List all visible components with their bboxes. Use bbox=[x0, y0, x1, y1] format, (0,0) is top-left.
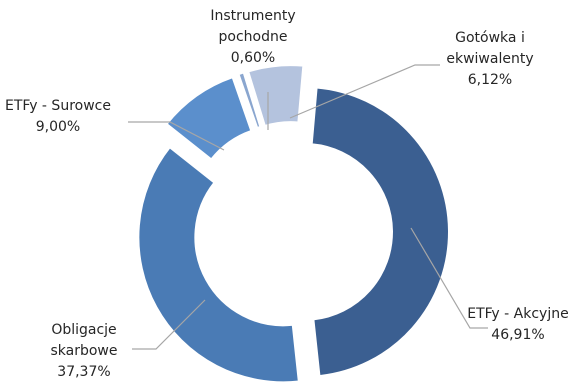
leader-line-2 bbox=[128, 121, 225, 151]
labels-group: ETFy - Akcyjne 46,91% Obligacje skarbowe 37,… bbox=[5, 8, 569, 380]
slice-value-label-4: 6,12% bbox=[468, 72, 512, 88]
pie-slice-3 bbox=[237, 71, 262, 130]
slice-name-label-4: ekwiwalenty bbox=[446, 51, 533, 67]
slices-group bbox=[137, 64, 450, 384]
leader-line-1 bbox=[132, 299, 206, 350]
slice-label-4: Gotówka i ekwiwalenty 6,12% bbox=[446, 30, 533, 88]
leader-lines-group bbox=[128, 64, 488, 350]
leader-line-4 bbox=[289, 64, 440, 119]
slice-label-1: Obligacje skarbowe 37,37% bbox=[50, 322, 117, 380]
slice-value-label-3: 0,60% bbox=[231, 50, 275, 66]
slice-name-label-2: ETFy - Surowce bbox=[5, 98, 111, 114]
pie-slice-4 bbox=[246, 64, 305, 128]
slice-label-3: Instrumenty pochodne 0,60% bbox=[210, 8, 295, 66]
slice-name-label-1: Obligacje bbox=[51, 322, 116, 338]
pie-slice-1 bbox=[137, 145, 300, 384]
slice-name-label-4: Gotówka i bbox=[455, 30, 525, 46]
slice-name-label-3: pochodne bbox=[219, 29, 288, 45]
leader-line-0 bbox=[410, 227, 488, 329]
pie-slice-2 bbox=[165, 75, 253, 161]
slice-name-label-1: skarbowe bbox=[50, 343, 117, 359]
pie-slice-0 bbox=[310, 86, 450, 378]
slice-value-label-1: 37,37% bbox=[57, 364, 110, 380]
slice-name-label-3: Instrumenty bbox=[210, 8, 295, 24]
slice-label-2: ETFy - Surowce 9,00% bbox=[5, 98, 111, 135]
slice-label-0: ETFy - Akcyjne 46,91% bbox=[467, 306, 568, 343]
slice-name-label-0: ETFy - Akcyjne bbox=[467, 306, 568, 322]
slice-value-label-0: 46,91% bbox=[491, 327, 544, 343]
slice-value-label-2: 9,00% bbox=[36, 119, 80, 135]
